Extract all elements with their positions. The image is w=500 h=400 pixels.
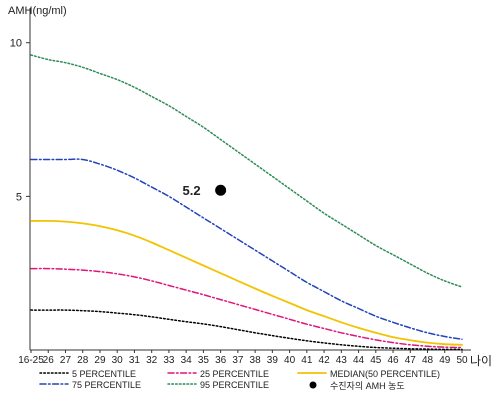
- series-line-75-percentile: [30, 158, 463, 340]
- series-line-25-percentile: [30, 267, 463, 349]
- legend-swatch-point: [309, 381, 317, 389]
- x-tick-label: 30: [112, 355, 124, 366]
- x-tick-label: 27: [60, 355, 72, 366]
- x-tick-label: 28: [77, 355, 89, 366]
- x-tick-label: 48: [422, 355, 434, 366]
- patient-amh-point: [215, 184, 227, 196]
- x-tick-label: 35: [198, 355, 210, 366]
- x-tick-label: 33: [163, 355, 175, 366]
- legend-label-point: 수진자의 AMH 농도: [330, 381, 405, 391]
- x-tick-label: 38: [250, 355, 262, 366]
- chart-legend: 5 PERCENTILE 25 PERCENTILE MEDIAN(50 PERCE…: [39, 369, 440, 391]
- x-tick-label: 41: [301, 355, 313, 366]
- chart-series: [30, 54, 463, 351]
- x-tick-label: 49: [439, 355, 451, 366]
- x-tick-label: 16-25: [18, 355, 44, 366]
- x-tick-label: 40: [284, 355, 296, 366]
- x-tick-label: 39: [267, 355, 279, 366]
- x-tick-label: 42: [319, 355, 331, 366]
- legend-label: 95 PERCENTILE: [200, 380, 269, 390]
- x-tick-label: 44: [353, 355, 365, 366]
- x-tick-label: 26: [43, 355, 55, 366]
- x-tick-label: 32: [146, 355, 158, 366]
- series-line-median-50-percentile: [30, 219, 463, 346]
- x-tick-label: 36: [215, 355, 227, 366]
- x-tick-label: 50: [456, 355, 468, 366]
- x-axis-label: 나이: [470, 354, 492, 368]
- patient-amh-value-label: 5.2: [183, 183, 201, 198]
- x-tick-label: 45: [370, 355, 382, 366]
- legend-label: MEDIAN(50 PERCENTILE): [330, 369, 440, 379]
- x-tick-label: 31: [129, 355, 141, 366]
- series-line-95-percentile: [30, 54, 463, 288]
- x-tick-label: 47: [405, 355, 417, 366]
- y-tick-label: 10: [10, 38, 22, 50]
- y-tick-label: 5: [16, 191, 22, 203]
- legend-label: 75 PERCENTILE: [72, 380, 141, 390]
- x-tick-label: 29: [94, 355, 106, 366]
- legend-label: 5 PERCENTILE: [72, 369, 136, 379]
- series-line-5-percentile: [30, 309, 463, 351]
- chart-annotation: 5.2: [183, 183, 227, 198]
- y-axis-label: AMH(ng/ml): [8, 5, 67, 17]
- legend-label: 25 PERCENTILE: [200, 369, 269, 379]
- x-tick-label: 37: [232, 355, 244, 366]
- x-tick-label: 46: [387, 355, 399, 366]
- x-tick-label: 34: [181, 355, 193, 366]
- x-tick-label: 43: [336, 355, 348, 366]
